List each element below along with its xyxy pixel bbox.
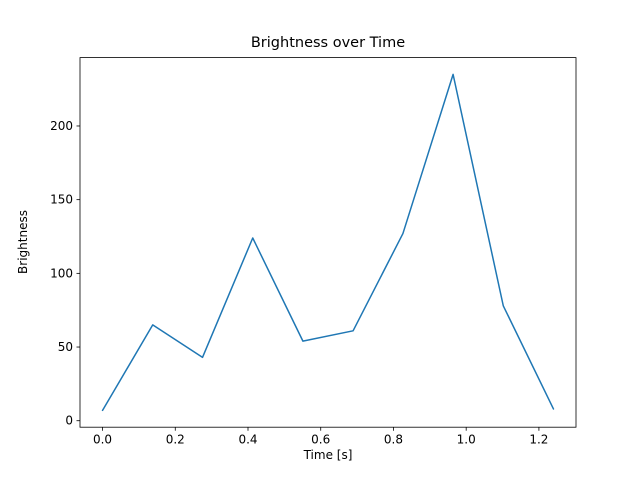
x-tick-label: 0.0: [93, 433, 112, 447]
x-tick-label: 1.0: [457, 433, 476, 447]
plot-border: [79, 57, 577, 428]
y-tick-label: 100: [50, 266, 73, 280]
y-tick-label: 0: [65, 414, 73, 428]
x-tick-label: 0.8: [384, 433, 403, 447]
y-tick-label: 150: [50, 193, 73, 207]
x-axis-label: Time [s]: [303, 448, 353, 462]
x-tick-label: 1.2: [529, 433, 548, 447]
x-tick-label: 0.2: [166, 433, 185, 447]
x-tick-label: 0.4: [238, 433, 257, 447]
plot-area: 0.0 0.2 0.4 0.6 0.8 1.0 1.2 0 50 100 150 200: [50, 57, 577, 447]
y-tick-label: 50: [58, 340, 73, 354]
x-tick-label: 0.6: [311, 433, 330, 447]
y-axis-label: Brightness: [16, 210, 30, 274]
y-tick-label: 200: [50, 119, 73, 133]
data-line: [101, 73, 555, 412]
chart-title: Brightness over Time: [251, 35, 405, 51]
